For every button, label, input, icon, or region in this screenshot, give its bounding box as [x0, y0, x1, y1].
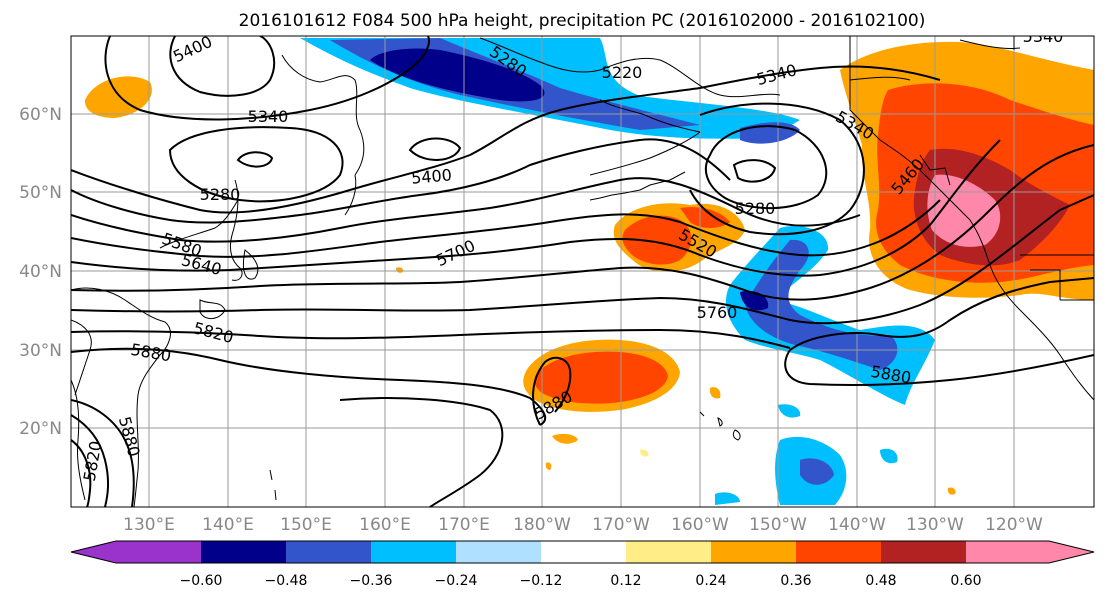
lon-label: 150°E [280, 515, 332, 535]
colorbar-swatch [711, 541, 796, 563]
colorbar-tick-label: −0.60 [180, 573, 223, 589]
lat-label: 40°N [19, 262, 62, 282]
colorbar-swatch [371, 541, 456, 563]
lon-label: 140°E [202, 515, 254, 535]
lon-label: 170°W [592, 515, 650, 535]
colorbar-tick-label: 0.36 [780, 573, 811, 589]
colorbar-swatch [201, 541, 286, 563]
gridlines [71, 36, 1094, 507]
colorbar-tick-label: 0.24 [695, 573, 726, 589]
colorbar-swatch [796, 541, 881, 563]
lon-label: 120°W [985, 515, 1043, 535]
colorbar-tick-label: 0.12 [610, 573, 641, 589]
lon-label: 160°E [359, 515, 411, 535]
contour-label: 5220 [602, 63, 643, 82]
colorbar-tick-label: −0.36 [350, 573, 393, 589]
colorbar-swatch [116, 541, 201, 563]
colorbar-tick-label: −0.48 [265, 573, 308, 589]
colorbar-tick-label: −0.12 [520, 573, 563, 589]
longitude-labels: 130°E 140°E 150°E 160°E 170°E 180°W 170°… [123, 515, 1043, 535]
contour-label: 5340 [248, 107, 289, 126]
contour-label: 5280 [200, 185, 241, 204]
colorbar-tick-label: 0.48 [865, 573, 896, 589]
colorbar-swatch [966, 541, 1049, 563]
lat-label: 30°N [19, 341, 62, 361]
map-frame [70, 35, 1095, 508]
lon-label: 140°W [828, 515, 886, 535]
colorbar-swatch [1049, 541, 1094, 563]
colorbar-swatch [881, 541, 966, 563]
map-title: 2016101612 F084 500 hPa height, precipit… [239, 11, 926, 31]
lon-label: 130°E [123, 515, 175, 535]
colorbar-tick-label: 0.60 [950, 573, 981, 589]
height-contours [71, 36, 1094, 507]
lon-label: 130°W [906, 515, 964, 535]
lon-label: 170°E [438, 515, 490, 535]
colorbar-swatch [456, 541, 541, 563]
lat-label: 50°N [19, 183, 62, 203]
colorbar-tick-label: −0.24 [435, 573, 478, 589]
lat-label: 60°N [19, 105, 62, 125]
colorbar: −0.60 −0.48 −0.36 −0.24 −0.12 0.12 0.24 … [70, 540, 1095, 589]
contour-label: 5760 [697, 303, 738, 322]
contour-label: 5340 [1023, 27, 1064, 46]
coastlines [71, 36, 1094, 507]
map-area: 5400 5340 5280 5400 5340 5280 5220 5340 … [71, 27, 1094, 507]
colorbar-swatch [286, 541, 371, 563]
colorbar-swatch [626, 541, 711, 563]
lon-label: 160°W [671, 515, 729, 535]
contour-label: 5280 [735, 199, 776, 218]
lon-label: 180°W [513, 515, 571, 535]
colorbar-swatch [71, 541, 116, 563]
colorbar-swatch [541, 541, 626, 563]
contour-label: 5400 [410, 165, 452, 187]
lon-label: 150°W [749, 515, 807, 535]
latitude-labels: 60°N 50°N 40°N 30°N 20°N [19, 105, 62, 439]
lat-label: 20°N [19, 419, 62, 439]
